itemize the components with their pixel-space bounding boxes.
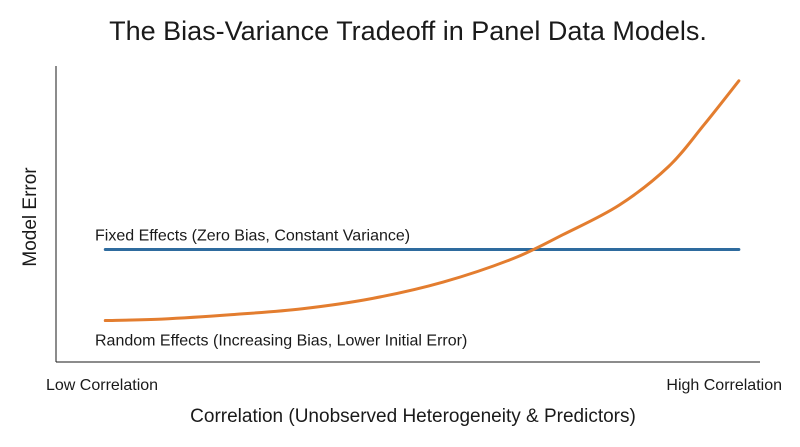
chart-title: The Bias-Variance Tradeoff in Panel Data…	[109, 16, 707, 46]
series-label-random-effects: Random Effects (Increasing Bias, Lower I…	[95, 333, 467, 350]
series-line-random-effects	[103, 79, 741, 323]
x-tick-label-high: High Correlation	[666, 377, 782, 394]
annotation-layer: Fixed Effects (Zero Bias, Constant Varia…	[95, 228, 467, 350]
x-axis-label: Correlation (Unobserved Heterogeneity & …	[190, 406, 636, 427]
series-label-fixed-effects: Fixed Effects (Zero Bias, Constant Varia…	[95, 228, 410, 245]
series-layer	[103, 79, 741, 323]
x-tick-label-low: Low Correlation	[46, 377, 158, 394]
y-axis-label: Model Error	[20, 167, 41, 267]
